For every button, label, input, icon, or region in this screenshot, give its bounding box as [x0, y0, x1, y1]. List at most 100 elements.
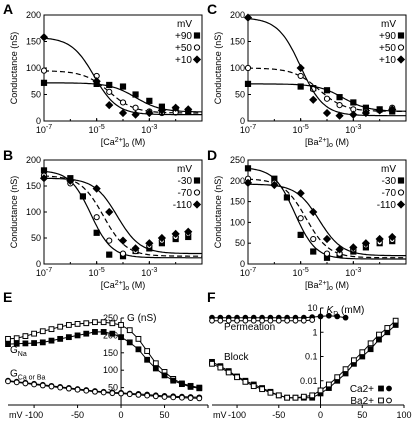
data-point-E-0-9	[83, 320, 90, 327]
data-point-F-3-22	[392, 317, 399, 324]
data-point-E-0-17	[152, 360, 159, 367]
legend-title-B: mV	[177, 164, 192, 175]
data-point-F-0-15	[334, 313, 341, 320]
data-point-A-1-0	[40, 67, 48, 74]
data-point-F-3-15	[334, 374, 341, 381]
data-point-E-0-3	[31, 330, 37, 337]
data-point-E-1-18	[161, 372, 168, 379]
data-point-C-0-3	[323, 87, 331, 94]
data-point-E-0-10	[92, 319, 98, 326]
x-axis-label-E: mV	[9, 410, 23, 420]
data-point-E-0-4	[39, 328, 46, 335]
data-point-E-3-9	[83, 387, 90, 394]
data-point-F-1-8	[275, 317, 282, 324]
panel-label-B: B	[3, 147, 13, 163]
data-point-C-0-0	[244, 80, 252, 88]
legend-label-C-2: +10	[379, 55, 396, 66]
data-point-C-0-5	[350, 99, 357, 106]
data-point-C-2-6	[361, 108, 371, 118]
legend-marker-circle-F-0	[386, 385, 392, 392]
data-point-E-1-19	[170, 377, 177, 384]
data-point-C-2-7	[375, 106, 384, 115]
legend-marker-B-0	[193, 177, 201, 184]
x-tick-label-A-0: 10-7	[36, 124, 52, 135]
y-tick-label-A-0: 0	[36, 116, 41, 126]
x-tick-label-D-0: 10-7	[240, 267, 256, 278]
x-axis-label-B: [Ca2+]o (M)	[101, 280, 145, 292]
legend-marker-B-1	[193, 189, 201, 196]
x-tick-label-F-2: 0	[318, 410, 323, 420]
panel-label-E: E	[3, 289, 12, 305]
x-tick-label-B-2: 10-3	[141, 267, 157, 278]
data-point-B-2-3	[105, 207, 114, 217]
y-tick-label-C-100: 100	[230, 63, 245, 73]
data-point-B-2-1	[66, 176, 75, 185]
data-point-E-1-20	[179, 381, 185, 388]
legend-label-F-0: Ca2+	[350, 384, 374, 395]
data-point-E-3-15	[135, 392, 142, 398]
data-point-E-0-15	[135, 335, 142, 342]
x-tick-label-C-1: 10-5	[293, 124, 309, 135]
data-point-A-0-4	[132, 91, 139, 98]
data-point-B-2-7	[157, 233, 167, 243]
y-tick-label-B-50: 50	[31, 233, 41, 243]
legend-label-C-0: +90	[379, 31, 396, 42]
data-point-F-1-9	[284, 317, 291, 324]
y-tick-label-C-50: 50	[235, 90, 245, 100]
data-point-E-0-2	[22, 333, 29, 339]
data-point-E-1-0	[5, 341, 11, 348]
legend-marker-A-1	[193, 44, 201, 51]
data-point-F-3-6	[259, 386, 265, 393]
data-point-F-3-8	[275, 392, 282, 399]
data-point-F-3-16	[342, 366, 349, 373]
data-point-E-1-10	[92, 329, 98, 335]
data-point-E-3-10	[92, 388, 98, 395]
legend-label-D-1: -70	[382, 188, 397, 199]
data-point-E-1-14	[126, 339, 133, 346]
y-tick-label-D-100: 100	[230, 217, 245, 227]
data-point-F-3-10	[292, 394, 299, 401]
x-axis-label-F: mV	[213, 410, 227, 420]
data-point-D-0-0	[244, 165, 252, 172]
data-point-A-0-0	[40, 79, 48, 86]
data-point-F-3-11	[300, 393, 307, 400]
y-axis-label-E: G (nS)	[127, 313, 156, 324]
data-point-E-3-17	[152, 393, 159, 400]
label-block-F: Block	[224, 352, 249, 363]
y-tick-label-E-150: 150	[103, 348, 118, 358]
data-point-E-3-2	[22, 380, 29, 387]
data-point-E-1-12	[109, 330, 116, 337]
data-point-E-3-13	[118, 390, 124, 397]
legend-marker-D-1	[397, 189, 405, 196]
data-point-E-3-18	[161, 394, 168, 400]
data-point-E-0-16	[144, 348, 151, 354]
data-point-B-0-2	[79, 193, 86, 200]
data-point-F-3-12	[309, 392, 316, 399]
data-point-A-2-1	[92, 77, 101, 86]
legend-label-F-1: Ba2+	[350, 396, 374, 407]
data-point-E-3-21	[187, 395, 194, 401]
data-point-C-2-0	[243, 13, 253, 22]
data-point-B-2-2	[92, 184, 101, 193]
legend-marker-B-2	[192, 200, 202, 209]
data-point-A-2-4	[131, 110, 140, 119]
data-point-E-3-20	[179, 394, 185, 401]
data-point-B-1-4	[119, 250, 127, 257]
data-point-E-0-0	[5, 335, 11, 342]
data-point-D-2-5	[335, 245, 344, 254]
data-point-A-0-5	[146, 97, 153, 104]
legend-marker-D-0	[397, 177, 405, 184]
legend-title-C: mV	[381, 19, 396, 30]
data-point-D-1-4	[323, 250, 331, 257]
data-point-F-3-17	[351, 357, 357, 364]
x-tick-label-E-3: 50	[160, 410, 170, 420]
data-point-E-1-5	[48, 337, 55, 344]
x-axis-label-A: [Ca2+]o (M)	[101, 137, 145, 149]
data-point-D-2-6	[349, 243, 358, 252]
y-axis-label-D: Conductance (nS)	[213, 176, 223, 249]
legend-label-A-0: +90	[175, 31, 192, 42]
legend-label-A-1: +50	[175, 43, 192, 54]
data-point-E-0-11	[100, 319, 107, 326]
x-tick-label-B-1: 10-5	[89, 267, 105, 278]
